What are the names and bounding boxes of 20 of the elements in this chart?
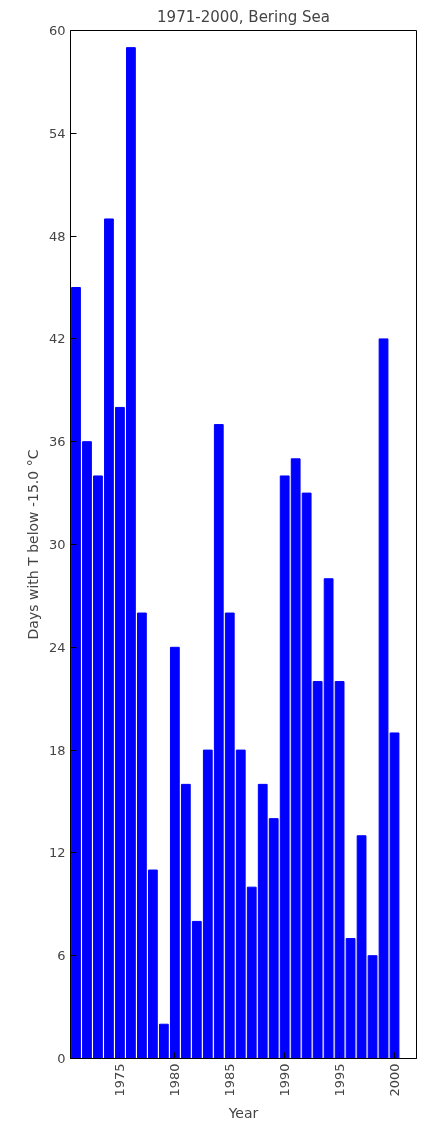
x-tick-label: 1985: [222, 1063, 238, 1097]
x-axis-title: Year: [227, 1104, 259, 1121]
y-tick-label: 0: [57, 1051, 66, 1066]
x-tick-label: 1990: [277, 1063, 293, 1097]
y-tick-label: 6: [57, 948, 66, 964]
y-tick-label: 30: [48, 537, 66, 552]
y-axis-title: Days with T below -15.0 °C: [24, 449, 41, 640]
x-tick-label: 1995: [332, 1063, 348, 1097]
y-tick-label: 12: [48, 845, 66, 861]
y-tick-label: 24: [48, 639, 66, 655]
y-tick-label: 54: [48, 125, 66, 141]
y-tick-label: 36: [48, 434, 66, 450]
x-tick-label: 2000: [387, 1063, 403, 1097]
y-tick-label: 60: [48, 23, 66, 38]
chart-title: 1971-2000, Bering Sea: [157, 7, 330, 26]
y-tick-label: 18: [48, 742, 66, 758]
x-tick-label: 1980: [167, 1063, 183, 1097]
y-tick-label: 42: [48, 331, 66, 347]
x-tick-label: 1975: [112, 1063, 128, 1097]
y-tick-label: 48: [48, 228, 66, 244]
